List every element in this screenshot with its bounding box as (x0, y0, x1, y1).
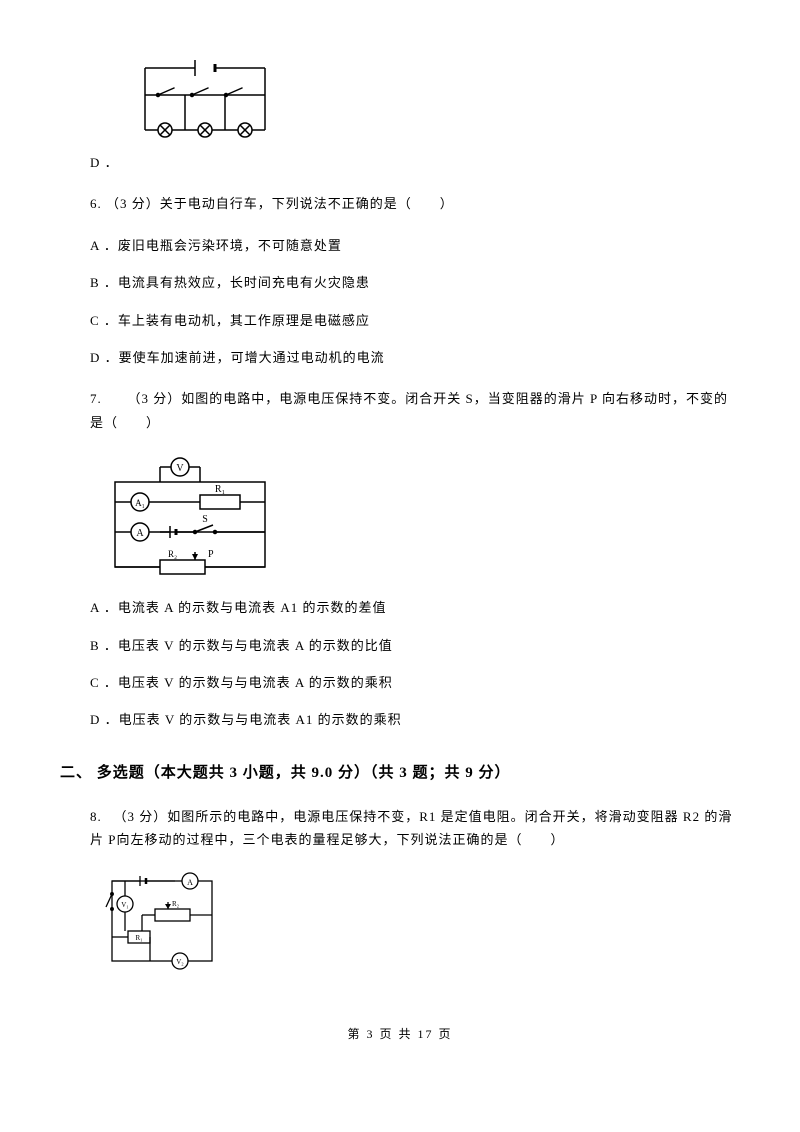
q7-option-b: B ．电压表 V 的示数与与电流表 A 的示数的比值 (90, 634, 740, 657)
q7-prompt: 7. （3 分）如图的电路中，电源电压保持不变。闭合开关 S，当变阻器的滑片 P… (90, 387, 740, 434)
q7-option-a: A ．电流表 A 的示数与电流表 A1 的示数的差值 (90, 596, 740, 619)
svg-text:R₂: R₂ (172, 900, 180, 908)
svg-text:A: A (187, 878, 193, 887)
svg-text:S: S (202, 514, 208, 525)
svg-text:R₂: R₂ (168, 549, 177, 559)
circuit-diagram-q7: V A₁ R₁ A S R₂ P (100, 452, 280, 582)
svg-text:R₁: R₁ (215, 484, 225, 495)
option-letter: D ． (90, 155, 119, 170)
svg-text:V₁: V₁ (121, 901, 129, 909)
svg-text:P: P (208, 549, 214, 560)
q5-option-d-letter: D ． (90, 151, 740, 174)
page-footer: 第 3 页 共 17 页 (60, 1024, 740, 1046)
q6-option-c: C ．车上装有电动机，其工作原理是电磁感应 (90, 309, 740, 332)
q7-option-c: C ．电压表 V 的示数与与电流表 A 的示数的乘积 (90, 671, 740, 694)
svg-text:A₁: A₁ (135, 498, 145, 508)
q6-option-b: B ．电流具有热效应，长时间充电有火灾隐患 (90, 271, 740, 294)
svg-text:V: V (176, 463, 184, 474)
circuit-diagram-q8: A V₁ R₂ R₁ V₂ (100, 869, 230, 974)
q7-option-d: D ．电压表 V 的示数与与电流表 A1 的示数的乘积 (90, 708, 740, 731)
svg-text:A: A (136, 528, 144, 539)
q8-prompt: 8. （3 分）如图所示的电路中，电源电压保持不变，R1 是定值电阻。闭合开关，… (90, 805, 740, 852)
q6-option-a: A ．废旧电瓶会污染环境，不可随意处置 (90, 234, 740, 257)
svg-text:R₁: R₁ (135, 934, 142, 942)
circuit-diagram-q5d (130, 50, 280, 145)
q6-prompt: 6. （3 分）关于电动自行车，下列说法不正确的是（ ） (90, 192, 740, 215)
svg-text:V₂: V₂ (176, 958, 184, 966)
q5-option-d-container (90, 40, 740, 155)
q6-option-d: D ．要使车加速前进，可增大通过电动机的电流 (90, 346, 740, 369)
section2-heading: 二、 多选题（本大题共 3 小题，共 9.0 分）（共 3 题；共 9 分） (60, 760, 740, 787)
